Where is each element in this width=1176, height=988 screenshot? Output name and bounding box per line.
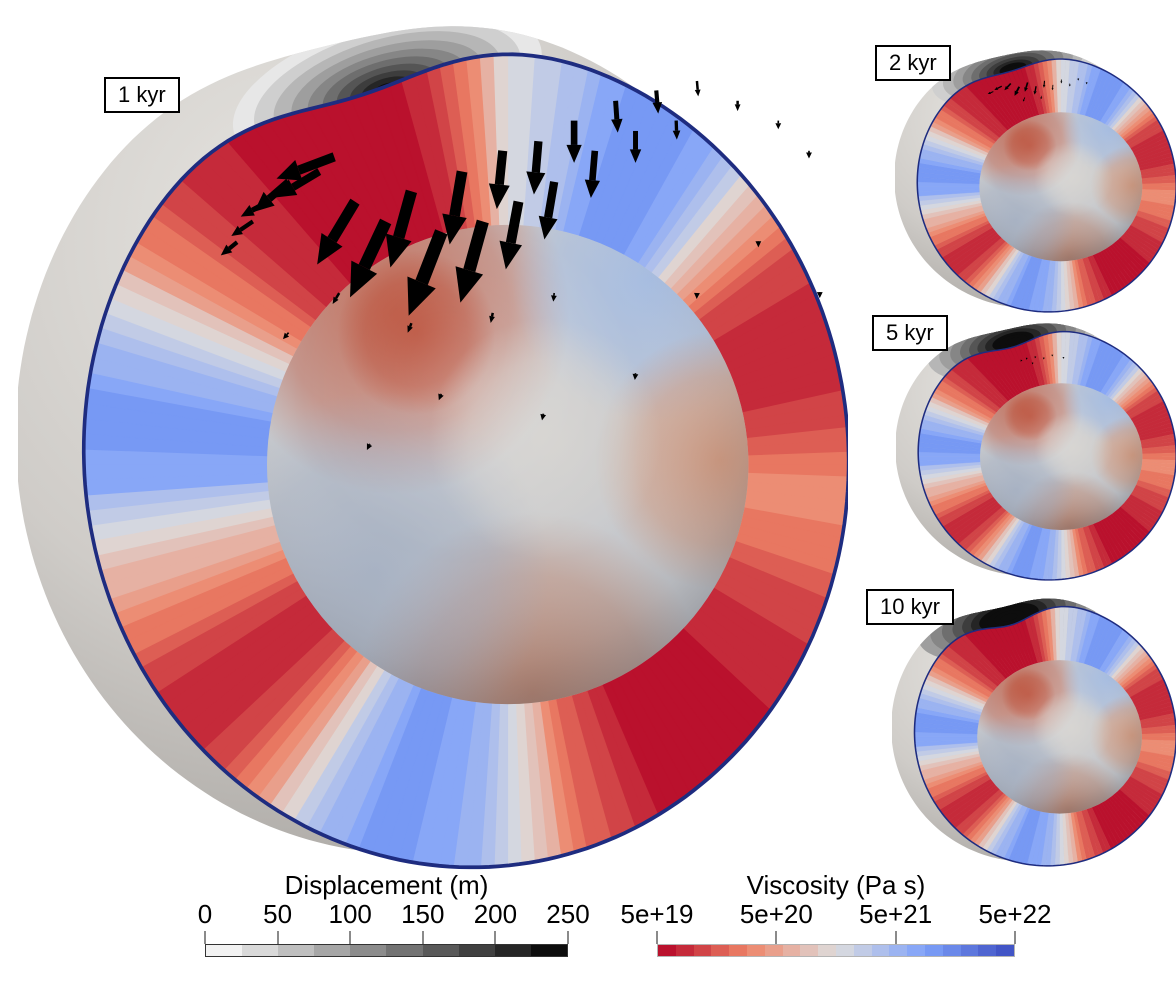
colorbar-segment (206, 945, 243, 956)
colorbar-segment (942, 945, 961, 956)
colorbar-segment (835, 945, 854, 956)
colorbar-segment (350, 945, 387, 956)
planet-cutaway-2kyr (895, 50, 1176, 313)
colorbar-tick-label: 250 (546, 899, 590, 929)
viscosity-colorbar-ticks (656, 931, 1016, 944)
viscosity-colorbar-gradient (657, 944, 1015, 957)
view-5kyr (896, 318, 1176, 582)
inner-sphere (267, 224, 749, 705)
colorbar-tick-mark (421, 931, 424, 944)
time-label-5kyr: 5 kyr (872, 315, 948, 351)
colorbar-tick-mark (204, 931, 206, 944)
view-10kyr (892, 592, 1176, 868)
colorbar-segment (871, 945, 890, 956)
colorbar-segment (800, 945, 819, 956)
colorbar-tick-label: 100 (328, 899, 372, 929)
view-2kyr (895, 46, 1176, 314)
colorbar-segment (960, 945, 979, 956)
viscosity-colorbar-title: Viscosity (Pa s) (746, 870, 926, 900)
colorbar-tick-mark (494, 931, 497, 944)
inner-sphere (977, 660, 1142, 814)
colorbar-tick-mark (276, 931, 279, 944)
colorbar-segment (494, 945, 531, 956)
colorbar-tick-label: 5e+21 (859, 899, 933, 929)
cut-rim (913, 605, 1176, 867)
time-label-10kyr: 10 kyr (866, 589, 954, 625)
colorbar-segment (711, 945, 730, 956)
colorbar-tick-mark (775, 931, 778, 944)
colorbar-segment (978, 945, 997, 956)
colorbar-segment (658, 945, 676, 956)
displacement-arrows (987, 78, 1088, 102)
displacement-arrows (1020, 354, 1065, 365)
cut-rim (917, 330, 1176, 581)
colorbar-tick-label: 5e+22 (978, 899, 1052, 929)
colorbar-segment (693, 945, 712, 956)
colorbar-tick-mark (656, 931, 658, 944)
colorbar-segment (675, 945, 694, 956)
displacement-arrows (220, 80, 823, 451)
colorbar-tick-label: 150 (401, 899, 445, 929)
displacement-colorbar-ticks (204, 931, 569, 944)
colorbar-segment (530, 945, 567, 956)
displacement-colorbar-gradient (205, 944, 568, 957)
colorbar-segment (746, 945, 765, 956)
cut-rim (916, 58, 1176, 313)
colorbar-segment (996, 945, 1014, 956)
colorbar-segment (764, 945, 783, 956)
colorbar-segment (458, 945, 495, 956)
colorbar-tick-mark (894, 931, 897, 944)
cut-rim (81, 52, 848, 870)
colorbar-segment (782, 945, 801, 956)
colorbar-segment (422, 945, 459, 956)
displacement-colorbar-title: Displacement (m) (284, 870, 489, 900)
colorbar-segment (889, 945, 908, 956)
colorbar-tick-mark (567, 931, 569, 944)
colorbar-tick-label: 0 (197, 899, 213, 929)
colorbar-segment (278, 945, 315, 956)
inner-sphere (979, 112, 1143, 262)
colorbar-segment (818, 945, 836, 956)
planet-cutaway-5kyr (896, 323, 1176, 581)
colorbar-tick-label: 5e+19 (620, 899, 694, 929)
colorbar-tick-label: 50 (263, 899, 293, 929)
viscosity-colorbar-tick-labels: 5e+19 5e+20 5e+21 5e+22 (620, 899, 1051, 929)
planet-cutaway-1kyr (18, 26, 848, 870)
colorbar-segment (314, 945, 351, 956)
colorbar-segment (907, 945, 925, 956)
inner-sphere (980, 383, 1143, 530)
colorbar-tick-label: 200 (473, 899, 518, 929)
viscosity-colorbar: Viscosity (Pa s) 5e+19 5e+20 5e+21 5e+22 (620, 870, 1052, 958)
colorbar-tick-mark (1014, 931, 1016, 944)
planet-cutaway-10kyr (892, 598, 1176, 867)
displacement-colorbar-tick-labels: 0 50 100 150 200 250 (198, 899, 590, 929)
time-label-2kyr: 2 kyr (875, 45, 951, 81)
colorbar-segment (729, 945, 747, 956)
colorbar-tick-mark (349, 931, 352, 944)
colorbar-tick-label: 5e+20 (739, 899, 813, 929)
displacement-colorbar: Displacement (m) 0 50 100 150 200 250 (198, 870, 590, 958)
colorbar-segment (242, 945, 279, 956)
colorbar-segment (924, 945, 943, 956)
colorbar-segment (386, 945, 423, 956)
view-1kyr (18, 12, 848, 874)
time-label-1kyr: 1 kyr (104, 77, 180, 113)
colorbar-segment (853, 945, 872, 956)
